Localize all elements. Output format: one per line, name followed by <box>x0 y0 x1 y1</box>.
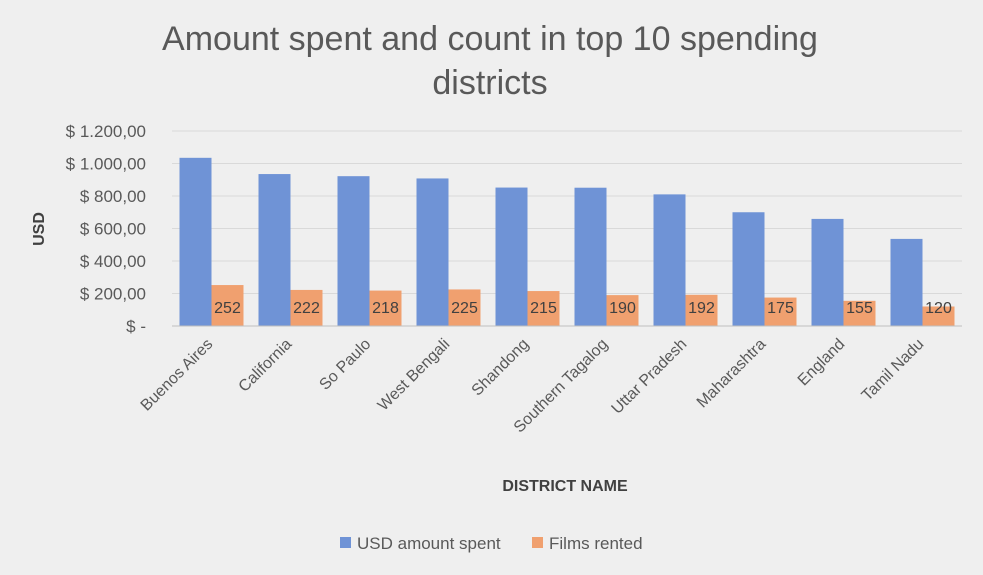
usd-bar <box>890 238 923 326</box>
x-category-label: Tamil Nadu <box>859 336 928 405</box>
data-labels: 252 222 218 225 215 190 192 175 155 120 <box>214 300 952 317</box>
x-category-label: Buenos Aires <box>138 336 217 415</box>
x-category-label: California <box>236 336 296 396</box>
usd-bar <box>495 187 528 326</box>
legend-label-usd: USD amount spent <box>357 534 501 553</box>
films-bar <box>685 294 718 326</box>
films-bar <box>764 297 797 326</box>
films-bar <box>843 300 876 326</box>
usd-bar <box>574 187 607 326</box>
films-data-label: 225 <box>451 300 478 317</box>
bars <box>179 157 955 326</box>
x-category-label: England <box>795 336 849 390</box>
x-category-label: Shandong <box>469 336 533 400</box>
x-category-label: West Bengali <box>375 336 453 414</box>
chart-title-line-2: districts <box>432 64 547 102</box>
y-axis-tick-labels: $ - $ 200,00 $ 400,00 $ 600,00 $ 800,00 $ 1.0… <box>66 122 146 336</box>
usd-bar <box>653 194 686 326</box>
usd-bar <box>258 174 291 326</box>
y-tick-label: $ 1.000,00 <box>66 155 146 174</box>
films-bar <box>369 290 402 326</box>
usd-bar <box>337 176 370 326</box>
legend-swatch-usd <box>340 537 351 548</box>
y-tick-label: $ 600,00 <box>80 220 146 239</box>
y-tick-label: $ 1.200,00 <box>66 122 146 141</box>
y-tick-label: $ 400,00 <box>80 252 146 271</box>
films-data-label: 218 <box>372 300 399 317</box>
x-category-label: So Paulo <box>316 336 374 394</box>
x-axis-title: DISTRICT NAME <box>502 478 628 495</box>
films-data-label: 192 <box>688 300 715 317</box>
x-axis-category-labels: Buenos Aires California So Paulo West Benga… <box>138 336 928 437</box>
y-tick-label: $ 200,00 <box>80 285 146 304</box>
films-bar <box>527 291 560 326</box>
y-tick-label: $ - <box>126 317 146 336</box>
films-bar <box>606 295 639 326</box>
usd-bar <box>811 218 844 326</box>
legend-swatch-films <box>532 537 543 548</box>
films-data-label: 215 <box>530 300 557 317</box>
films-data-label: 222 <box>293 300 320 317</box>
films-bar <box>211 285 244 326</box>
x-category-label: Uttar Pradesh <box>609 336 691 418</box>
legend: USD amount spent Films rented <box>340 534 643 553</box>
y-tick-label: $ 800,00 <box>80 187 146 206</box>
legend-label-films: Films rented <box>549 534 643 553</box>
usd-bar <box>416 178 449 326</box>
films-bar <box>290 289 323 326</box>
usd-bar <box>732 212 765 326</box>
films-bar <box>922 306 955 326</box>
y-axis-title: USD <box>31 212 48 246</box>
chart-title-line-1: Amount spent and count in top 10 spendin… <box>162 20 818 58</box>
films-data-label: 155 <box>846 300 873 317</box>
films-data-label: 120 <box>925 300 952 317</box>
films-data-label: 175 <box>767 300 794 317</box>
films-bar <box>448 289 481 326</box>
usd-bar <box>179 157 212 326</box>
x-category-label: Maharashtra <box>694 336 770 412</box>
films-data-label: 190 <box>609 300 636 317</box>
films-data-label: 252 <box>214 300 241 317</box>
